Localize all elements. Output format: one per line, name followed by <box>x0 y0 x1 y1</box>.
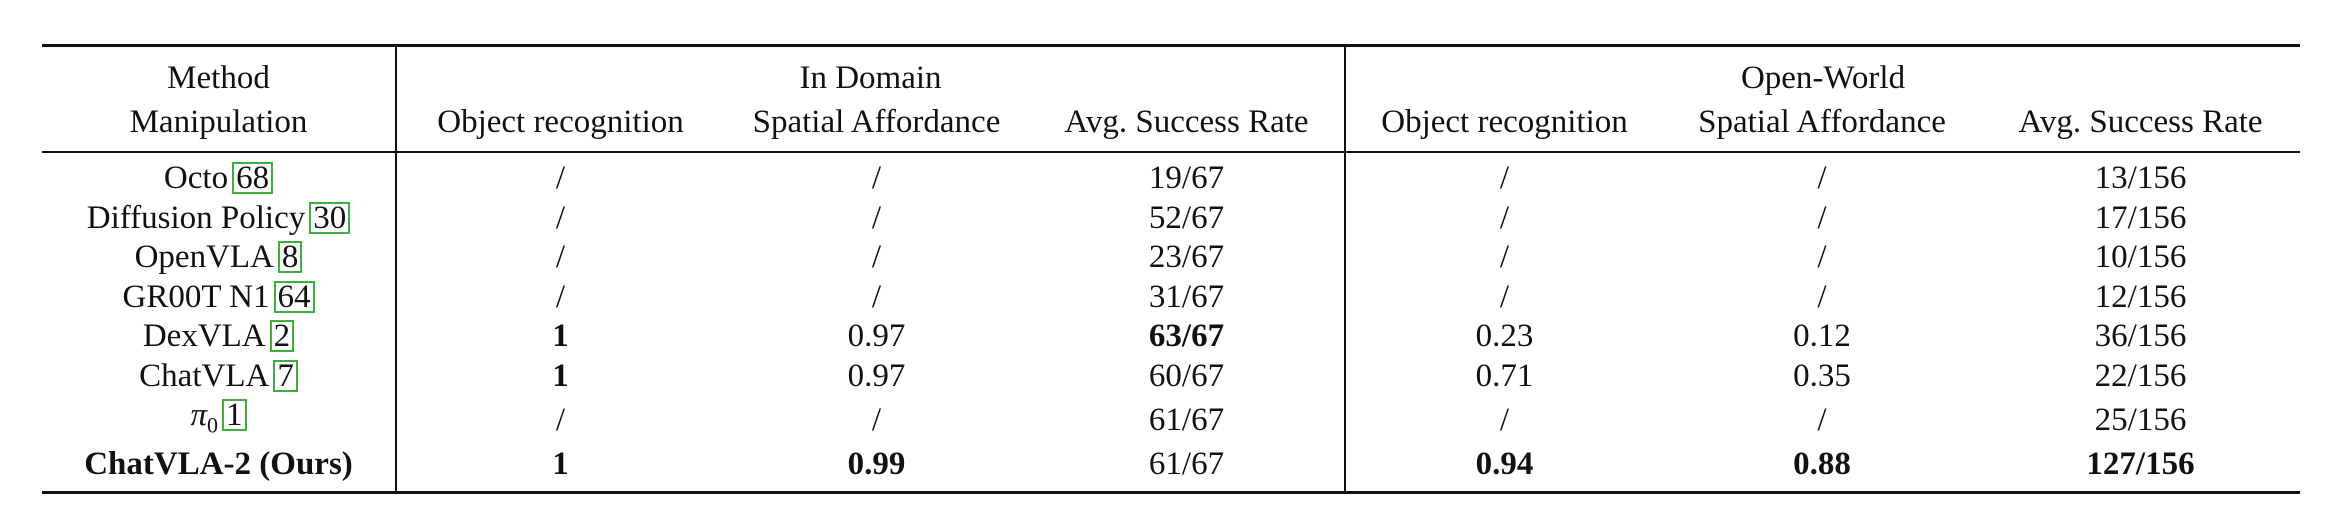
method-cell: DexVLA 2 <box>42 317 397 357</box>
method-cell: π0 1 <box>42 396 397 446</box>
in-domain-header: In Domain <box>396 45 1347 99</box>
method-cell: Octo 68 <box>42 152 397 199</box>
method-name: Diffusion Policy <box>86 199 306 236</box>
method-cell: Diffusion Policy 30 <box>42 198 397 238</box>
value-cell: / <box>1817 239 1827 275</box>
value-cell: / <box>555 239 566 275</box>
method-cell: OpenVLA 8 <box>42 238 397 278</box>
value-cell: 25/156 <box>2094 401 2187 438</box>
col-header-id-object-recognition: Object recognition <box>437 103 684 140</box>
value-cell: / <box>555 278 566 315</box>
value-cell: / <box>555 401 566 438</box>
value-cell: / <box>871 160 882 196</box>
value-cell: 22/156 <box>2094 357 2187 394</box>
results-table-container: Method In Domain Open-World Manipulation… <box>42 44 2301 494</box>
value-cell: / <box>871 401 882 438</box>
value-cell: / <box>871 199 882 236</box>
citation-link[interactable]: 8 <box>277 241 303 274</box>
value-cell: 0.97 <box>847 357 906 394</box>
value-cell: 127/156 <box>2086 446 2195 483</box>
value-cell: 60/67 <box>1029 356 1347 396</box>
value-cell: 0.88 <box>1793 446 1851 483</box>
value-cell: / <box>871 278 882 315</box>
col-header-ow-spatial-affordance: Spatial Affordance <box>1698 103 1946 140</box>
citation-link[interactable]: 68 <box>232 162 274 195</box>
value-cell: / <box>871 239 882 275</box>
method-header: Method <box>42 45 397 99</box>
value-cell: / <box>1499 278 1510 315</box>
value-cell: 23/67 <box>1029 238 1347 278</box>
value-cell: 0.94 <box>1475 446 1534 483</box>
value-cell: 0.97 <box>847 318 906 354</box>
table-row: ChatVLA-2 (Ours) 1 0.99 61/67 0.94 0.88 … <box>42 445 2301 493</box>
value-cell: 1 <box>552 318 569 354</box>
value-cell: / <box>1499 160 1510 196</box>
value-cell: 0.23 <box>1475 318 1534 354</box>
value-cell: / <box>1817 160 1827 196</box>
value-cell: 0.99 <box>847 446 906 483</box>
citation-link[interactable]: 7 <box>273 359 298 392</box>
method-name: OpenVLA <box>134 239 274 275</box>
value-cell: 10/156 <box>2094 239 2187 275</box>
value-cell: / <box>1499 239 1510 275</box>
col-header-ow-object-recognition: Object recognition <box>1381 103 1628 140</box>
value-cell: 61/67 <box>1029 445 1347 493</box>
table-row: DexVLA 2 1 0.97 63/67 0.23 0.12 36/156 <box>42 317 2300 357</box>
value-cell: 63/67 <box>1029 317 1347 357</box>
value-cell: 31/67 <box>1029 277 1347 317</box>
table-row: Octo 68 / / 19/67 / / 13/156 <box>42 152 2301 199</box>
value-cell: 12/156 <box>2094 278 2187 315</box>
col-header-id-avg-success: Avg. Success Rate <box>1029 99 1347 152</box>
table-row: Diffusion Policy 30 / / 52/67 / / 17/156 <box>42 198 2300 238</box>
results-table: Method In Domain Open-World Manipulation… <box>42 44 2301 494</box>
value-cell: / <box>1499 401 1510 438</box>
citation-link[interactable]: 64 <box>273 280 315 313</box>
method-name: π <box>190 397 208 433</box>
citation-link[interactable]: 2 <box>269 320 295 353</box>
method-cell: ChatVLA 7 <box>42 356 397 396</box>
value-cell: 1 <box>552 357 569 394</box>
value-cell: 61/67 <box>1029 396 1347 446</box>
value-cell: / <box>1817 401 1827 438</box>
value-cell: 36/156 <box>2094 318 2187 354</box>
open-world-header: Open-World <box>1740 59 1906 96</box>
value-cell: 19/67 <box>1029 152 1347 199</box>
table-row: OpenVLA 8 / / 23/67 / / 10/156 <box>42 238 2300 278</box>
value-cell: / <box>1499 199 1510 236</box>
method-name: GR00T N1 <box>122 278 270 315</box>
manipulation-header: Manipulation <box>42 99 397 152</box>
method-name: ChatVLA <box>139 357 270 394</box>
citation-link[interactable]: 30 <box>309 201 351 234</box>
method-name: ChatVLA-2 (Ours) <box>84 446 353 483</box>
value-cell: 0.12 <box>1793 318 1851 354</box>
value-cell: 0.71 <box>1475 357 1534 394</box>
method-name: DexVLA <box>142 318 266 354</box>
value-cell: 17/156 <box>2094 199 2187 236</box>
table-row: ChatVLA 7 1 0.97 60/67 0.71 0.35 22/156 <box>42 356 2300 396</box>
value-cell: 1 <box>552 446 569 483</box>
table-row: GR00T N1 64 / / 31/67 / / 12/156 <box>42 277 2300 317</box>
value-cell: 13/156 <box>2094 160 2187 196</box>
table-row: π0 1 / / 61/67 / / 25/156 <box>42 396 2300 446</box>
col-header-ow-avg-success: Avg. Success Rate <box>2018 103 2263 140</box>
citation-link[interactable]: 1 <box>222 399 247 432</box>
value-cell: / <box>555 199 566 236</box>
method-cell: GR00T N1 64 <box>42 277 397 317</box>
method-name: Octo <box>163 160 229 196</box>
method-cell: ChatVLA-2 (Ours) <box>42 445 397 493</box>
method-subscript: 0 <box>207 412 219 438</box>
value-cell: / <box>555 160 566 196</box>
value-cell: 52/67 <box>1029 198 1347 238</box>
col-header-id-spatial-affordance: Spatial Affordance <box>752 103 1001 140</box>
value-cell: 0.35 <box>1793 357 1851 394</box>
value-cell: / <box>1817 199 1827 236</box>
value-cell: / <box>1817 278 1827 315</box>
